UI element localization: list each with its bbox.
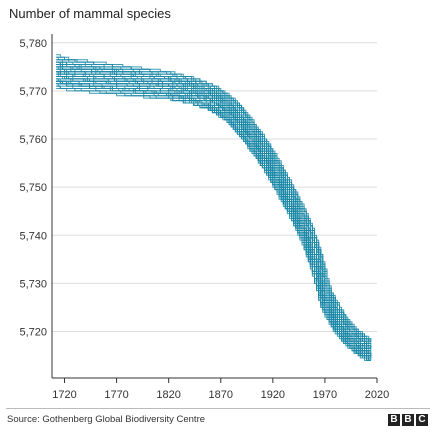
footer-divider	[6, 408, 430, 409]
series-line	[56, 88, 372, 361]
series-line	[56, 83, 371, 361]
logo-letter: B	[402, 414, 414, 426]
series-line	[56, 83, 371, 361]
series-line	[56, 76, 372, 356]
y-tick-label: 5,780	[19, 38, 47, 50]
series-line	[56, 80, 371, 359]
series-line	[56, 64, 371, 349]
series-line	[56, 68, 371, 354]
series-line	[56, 80, 371, 359]
series-line	[56, 64, 371, 344]
y-tick-label: 5,770	[19, 86, 47, 98]
series-lines	[56, 54, 372, 361]
series-line	[56, 61, 371, 344]
x-tick-label: 2020	[365, 389, 389, 401]
series-line	[56, 64, 372, 346]
series-line	[56, 80, 372, 358]
series-line	[56, 71, 372, 349]
x-tick-label: 1820	[156, 389, 180, 401]
series-line	[56, 73, 372, 354]
x-tick-label: 1720	[52, 389, 76, 401]
y-tick-label: 5,760	[19, 134, 47, 146]
series-line	[56, 80, 371, 361]
axes	[51, 34, 378, 383]
y-tick-label: 5,750	[19, 182, 47, 194]
series-line	[56, 80, 371, 361]
series-line	[56, 71, 371, 354]
y-tick-label: 5,740	[19, 230, 47, 242]
series-line	[56, 78, 371, 359]
series-line	[56, 73, 371, 354]
series-line	[56, 54, 371, 342]
series-line	[56, 73, 372, 358]
series-line	[56, 76, 372, 356]
series-line	[56, 80, 371, 359]
logo-letter: C	[416, 414, 428, 426]
series-line	[56, 71, 371, 352]
source-note: Source: Gothenberg Global Biodiversity C…	[7, 414, 206, 425]
series-line	[56, 71, 371, 354]
series-line	[56, 59, 371, 342]
series-line	[56, 66, 371, 352]
series-line	[56, 59, 372, 342]
chart-title: Number of mammal species	[9, 6, 171, 21]
y-tick-label: 5,720	[19, 327, 47, 339]
series-line	[56, 66, 371, 347]
series-line	[56, 83, 371, 361]
x-tick-label: 1920	[261, 389, 285, 401]
series-line	[56, 61, 371, 347]
series-line	[56, 66, 372, 349]
series-line	[56, 61, 372, 344]
footer: Source: Gothenberg Global Biodiversity C…	[0, 408, 434, 432]
x-tick-label: 1770	[104, 389, 128, 401]
series-line	[56, 61, 371, 344]
y-tick-labels: 5,720 5,730 5,740 5,750 5,760 5,770 5,780	[19, 38, 47, 339]
series-line	[56, 78, 371, 359]
series-line	[56, 71, 372, 351]
series-line	[56, 64, 372, 349]
bbc-logo: B B C	[388, 414, 428, 426]
series-line	[56, 85, 371, 361]
y-tick-label: 5,730	[19, 278, 47, 290]
x-tick-labels: 1720 1770 1820 1870 1920 1970 2020	[52, 389, 389, 401]
chart: 5,720 5,730 5,740 5,750 5,760 5,770 5,780 1720…	[19, 34, 389, 401]
series-line	[56, 71, 371, 354]
x-tick-label: 1870	[209, 389, 233, 401]
series-line	[56, 76, 372, 356]
series-line	[56, 80, 371, 359]
x-tick-label: 1970	[313, 389, 337, 401]
series-line	[56, 68, 371, 354]
series-line	[56, 76, 371, 357]
logo-letter: B	[388, 414, 400, 426]
series-line	[56, 66, 371, 349]
series-line	[56, 85, 371, 361]
series-line	[56, 78, 371, 357]
series-line	[56, 64, 371, 349]
series-line	[56, 56, 372, 342]
